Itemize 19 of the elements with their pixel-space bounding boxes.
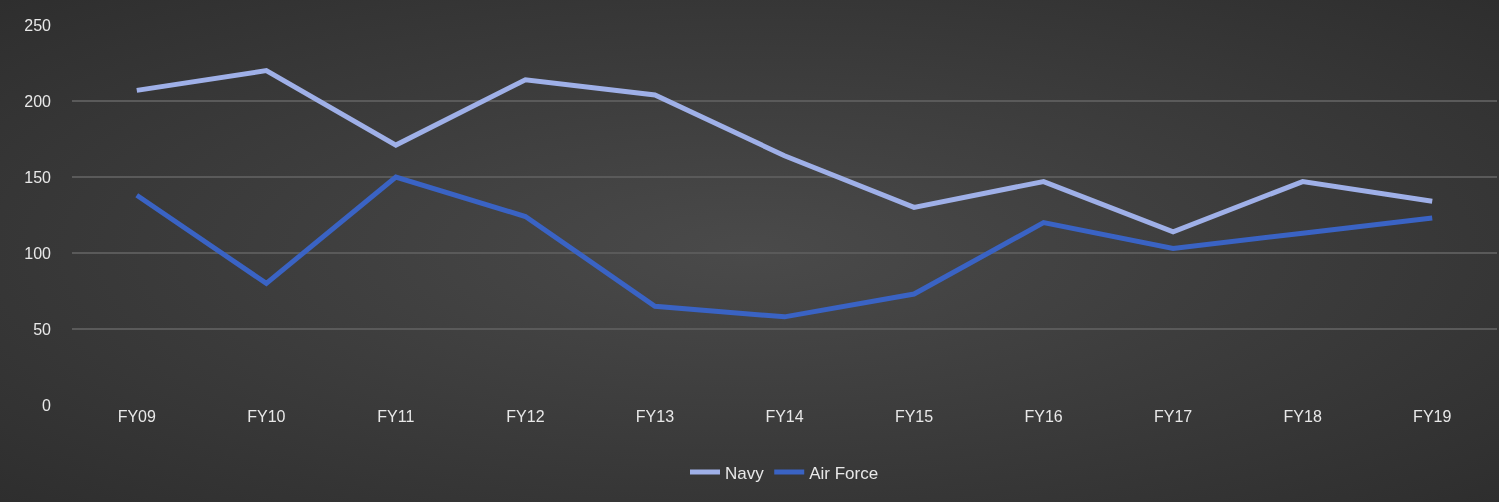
y-tick-label: 0 [42,396,52,414]
y-tick-label: 200 [24,92,52,110]
x-tick-label: FY19 [1413,408,1452,425]
y-tick-label: 100 [24,244,52,262]
legend-label: Navy [725,463,765,483]
x-tick-label: FY09 [117,408,156,425]
x-tick-label: FY17 [1154,408,1193,425]
x-tick-label: FY16 [1024,408,1063,425]
x-tick-label: FY11 [377,408,415,425]
y-tick-label: 250 [24,16,52,34]
y-tick-label: 50 [33,320,52,338]
x-tick-label: FY15 [894,408,934,425]
x-tick-label: FY14 [765,408,804,425]
legend-label: Air Force [809,463,879,483]
x-tick-label: FY12 [506,408,545,425]
x-tick-label: FY18 [1283,408,1322,425]
y-tick-label: 150 [24,168,52,186]
x-tick-label: FY10 [247,408,286,425]
x-tick-label: FY13 [635,408,675,425]
